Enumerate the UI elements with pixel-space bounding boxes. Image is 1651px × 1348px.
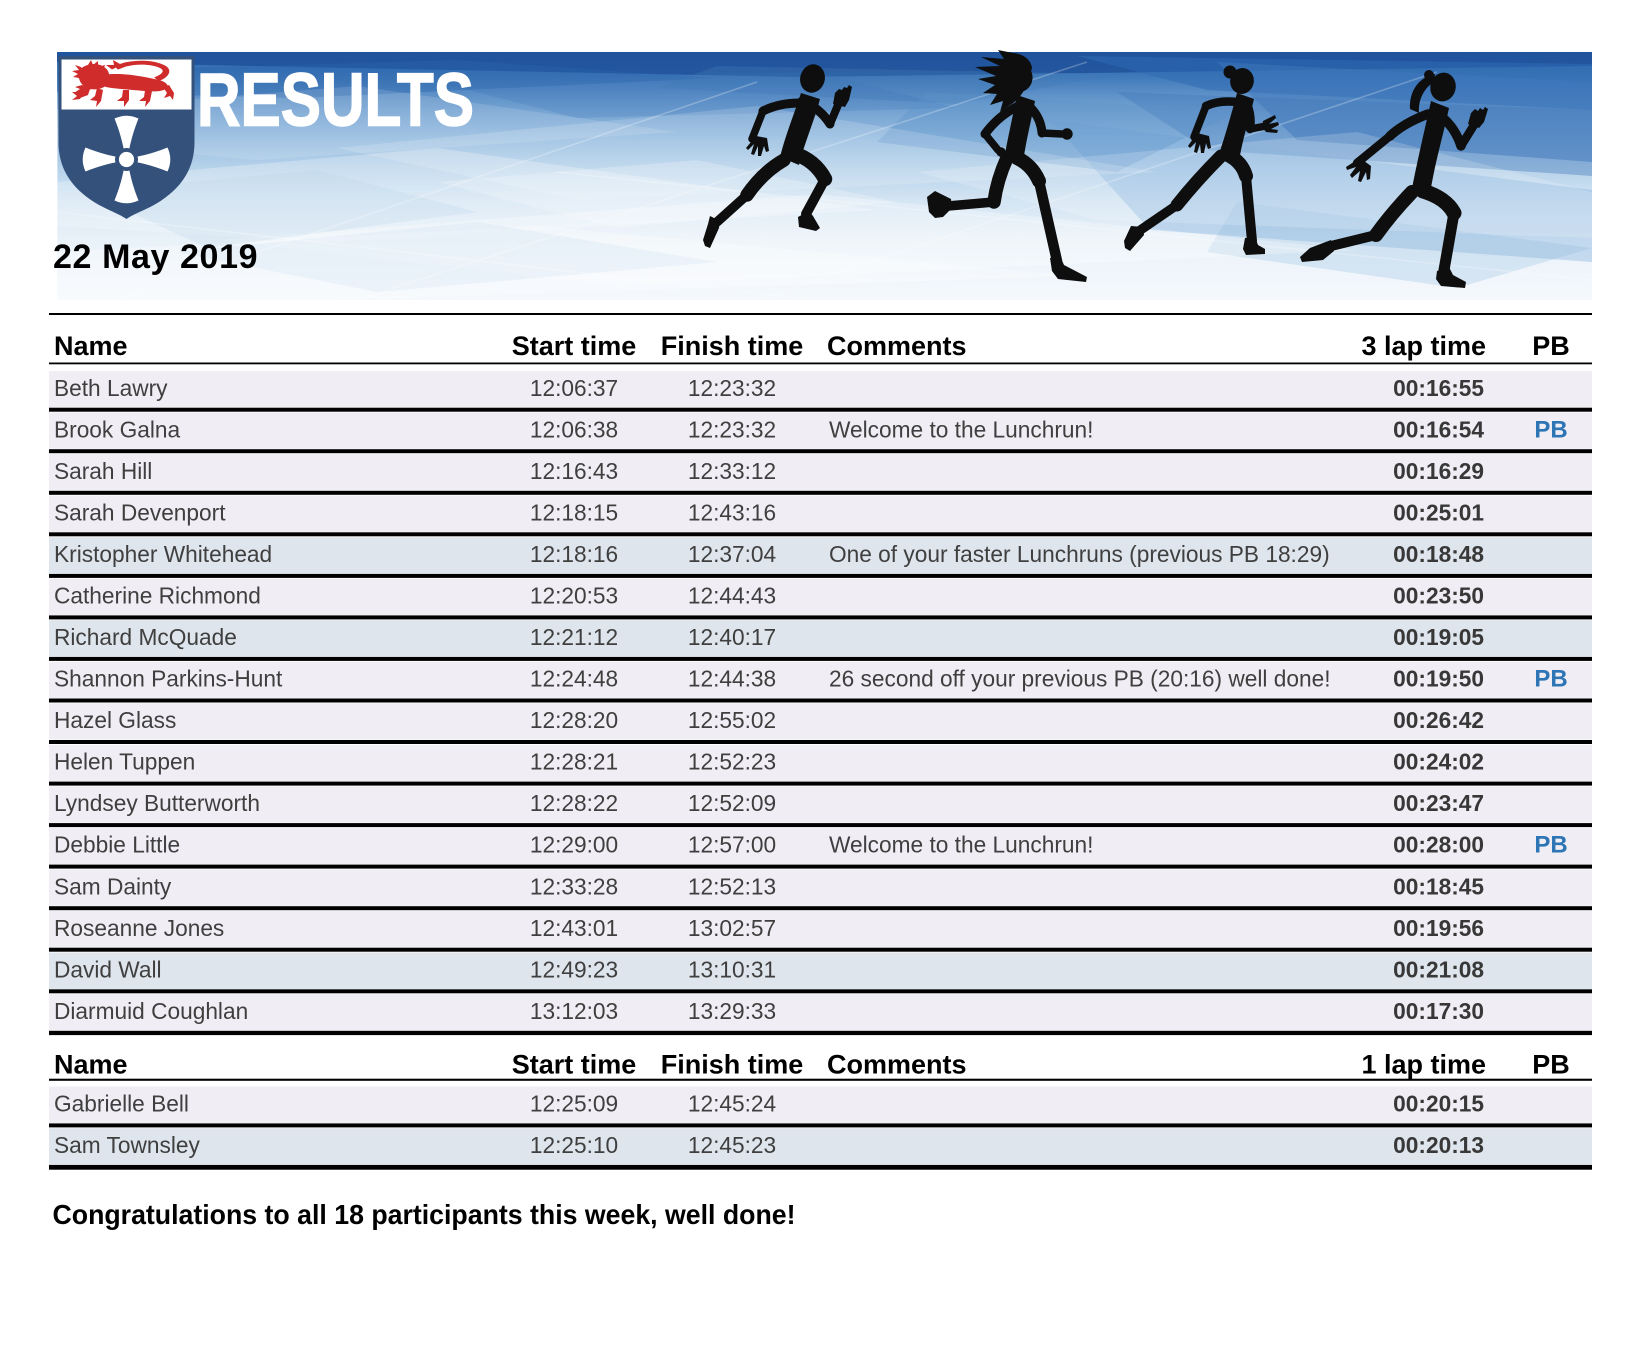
svg-text:00:19:50: 00:19:50 bbox=[1393, 666, 1484, 692]
svg-text:Shannon Parkins-Hunt: Shannon Parkins-Hunt bbox=[54, 666, 283, 692]
svg-text:Sarah Devenport: Sarah Devenport bbox=[54, 499, 226, 525]
svg-text:00:16:29: 00:16:29 bbox=[1393, 458, 1484, 484]
svg-text:Comments: Comments bbox=[827, 1049, 967, 1079]
svg-text:Kristopher Whitehead: Kristopher Whitehead bbox=[54, 541, 272, 567]
svg-text:Hazel Glass: Hazel Glass bbox=[54, 707, 176, 733]
svg-text:David Wall: David Wall bbox=[54, 956, 162, 982]
svg-text:00:25:01: 00:25:01 bbox=[1393, 499, 1484, 525]
svg-text:Richard McQuade: Richard McQuade bbox=[54, 624, 237, 650]
svg-text:PB: PB bbox=[1534, 832, 1567, 859]
svg-text:12:29:00: 12:29:00 bbox=[530, 832, 618, 858]
svg-text:12:16:43: 12:16:43 bbox=[530, 458, 618, 484]
svg-text:Debbie Little: Debbie Little bbox=[54, 832, 180, 858]
svg-text:00:17:30: 00:17:30 bbox=[1393, 998, 1484, 1024]
svg-text:00:28:00: 00:28:00 bbox=[1393, 832, 1484, 858]
svg-text:12:23:32: 12:23:32 bbox=[688, 416, 776, 442]
svg-text:12:25:09: 12:25:09 bbox=[530, 1091, 618, 1117]
svg-text:Lyndsey Butterworth: Lyndsey Butterworth bbox=[54, 790, 260, 816]
svg-text:12:52:09: 12:52:09 bbox=[688, 790, 776, 816]
svg-text:12:28:20: 12:28:20 bbox=[530, 707, 618, 733]
svg-text:13:10:31: 13:10:31 bbox=[688, 956, 776, 982]
svg-text:Sam Townsley: Sam Townsley bbox=[54, 1132, 201, 1158]
svg-text:12:52:13: 12:52:13 bbox=[688, 873, 776, 899]
svg-text:Beth Lawry: Beth Lawry bbox=[54, 375, 168, 401]
svg-text:12:23:32: 12:23:32 bbox=[688, 375, 776, 401]
svg-text:00:19:56: 00:19:56 bbox=[1393, 915, 1484, 941]
svg-text:Start time: Start time bbox=[512, 1049, 637, 1079]
svg-text:Roseanne Jones: Roseanne Jones bbox=[54, 915, 224, 941]
svg-text:Name: Name bbox=[54, 1049, 128, 1079]
svg-text:00:23:50: 00:23:50 bbox=[1393, 583, 1484, 609]
svg-text:12:49:23: 12:49:23 bbox=[530, 956, 618, 982]
svg-text:12:44:38: 12:44:38 bbox=[688, 666, 776, 692]
svg-text:12:06:38: 12:06:38 bbox=[530, 416, 618, 442]
svg-text:12:24:48: 12:24:48 bbox=[530, 666, 618, 692]
svg-text:00:18:48: 00:18:48 bbox=[1393, 541, 1484, 567]
svg-text:Congratulations to all 18 part: Congratulations to all 18 participants t… bbox=[53, 1199, 796, 1230]
svg-text:3 lap time: 3 lap time bbox=[1361, 331, 1486, 361]
svg-text:Start time: Start time bbox=[512, 331, 637, 361]
svg-text:00:21:08: 00:21:08 bbox=[1393, 956, 1484, 982]
svg-text:Helen Tuppen: Helen Tuppen bbox=[54, 749, 195, 775]
svg-text:00:16:54: 00:16:54 bbox=[1393, 416, 1484, 442]
svg-text:PB: PB bbox=[1534, 666, 1567, 693]
svg-text:RESULTS: RESULTS bbox=[197, 58, 474, 142]
svg-text:13:12:03: 13:12:03 bbox=[530, 998, 618, 1024]
svg-text:12:20:53: 12:20:53 bbox=[530, 583, 618, 609]
svg-text:1 lap time: 1 lap time bbox=[1361, 1049, 1486, 1079]
svg-text:12:45:23: 12:45:23 bbox=[688, 1132, 776, 1158]
svg-text:12:57:00: 12:57:00 bbox=[688, 832, 776, 858]
svg-text:00:20:13: 00:20:13 bbox=[1393, 1132, 1484, 1158]
svg-text:12:28:22: 12:28:22 bbox=[530, 790, 618, 816]
svg-text:Finish time: Finish time bbox=[661, 331, 804, 361]
svg-text:Comments: Comments bbox=[827, 331, 967, 361]
svg-text:00:16:55: 00:16:55 bbox=[1393, 375, 1484, 401]
svg-text:Finish time: Finish time bbox=[661, 1049, 804, 1079]
svg-text:12:28:21: 12:28:21 bbox=[530, 749, 618, 775]
svg-text:Diarmuid Coughlan: Diarmuid Coughlan bbox=[54, 998, 248, 1024]
svg-text:00:20:15: 00:20:15 bbox=[1393, 1091, 1484, 1117]
svg-text:13:02:57: 13:02:57 bbox=[688, 915, 776, 941]
svg-text:Sam Dainty: Sam Dainty bbox=[54, 873, 172, 899]
svg-text:22 May 2019: 22 May 2019 bbox=[53, 238, 258, 276]
svg-text:12:37:04: 12:37:04 bbox=[688, 541, 776, 567]
svg-text:00:23:47: 00:23:47 bbox=[1393, 790, 1484, 816]
svg-text:12:52:23: 12:52:23 bbox=[688, 749, 776, 775]
svg-text:12:21:12: 12:21:12 bbox=[530, 624, 618, 650]
svg-text:00:24:02: 00:24:02 bbox=[1393, 749, 1484, 775]
svg-text:One of your faster Lunchruns (: One of your faster Lunchruns (previous P… bbox=[829, 541, 1330, 567]
svg-text:12:43:01: 12:43:01 bbox=[530, 915, 618, 941]
svg-text:00:26:42: 00:26:42 bbox=[1393, 707, 1484, 733]
svg-text:13:29:33: 13:29:33 bbox=[688, 998, 776, 1024]
svg-text:12:44:43: 12:44:43 bbox=[688, 583, 776, 609]
svg-text:12:06:37: 12:06:37 bbox=[530, 375, 618, 401]
svg-text:12:25:10: 12:25:10 bbox=[530, 1132, 618, 1158]
svg-text:12:40:17: 12:40:17 bbox=[688, 624, 776, 650]
svg-text:Welcome to the Lunchrun!: Welcome to the Lunchrun! bbox=[829, 832, 1093, 858]
svg-text:12:18:15: 12:18:15 bbox=[530, 499, 618, 525]
svg-text:12:45:24: 12:45:24 bbox=[688, 1091, 776, 1117]
svg-text:12:33:12: 12:33:12 bbox=[688, 458, 776, 484]
svg-text:26 second off your previous PB: 26 second off your previous PB (20:16) w… bbox=[829, 666, 1331, 692]
svg-text:00:19:05: 00:19:05 bbox=[1393, 624, 1484, 650]
svg-text:Gabrielle Bell: Gabrielle Bell bbox=[54, 1091, 189, 1117]
svg-text:Catherine Richmond: Catherine Richmond bbox=[54, 583, 261, 609]
svg-text:12:33:28: 12:33:28 bbox=[530, 873, 618, 899]
svg-text:Brook Galna: Brook Galna bbox=[54, 416, 180, 442]
svg-text:12:55:02: 12:55:02 bbox=[688, 707, 776, 733]
svg-text:Welcome to the Lunchrun!: Welcome to the Lunchrun! bbox=[829, 416, 1093, 442]
svg-text:Name: Name bbox=[54, 331, 128, 361]
svg-text:Sarah Hill: Sarah Hill bbox=[54, 458, 152, 484]
svg-text:PB: PB bbox=[1532, 1049, 1570, 1079]
svg-text:PB: PB bbox=[1532, 331, 1570, 361]
svg-text:12:18:16: 12:18:16 bbox=[530, 541, 618, 567]
svg-text:00:18:45: 00:18:45 bbox=[1393, 873, 1484, 899]
svg-text:PB: PB bbox=[1534, 416, 1567, 443]
svg-text:12:43:16: 12:43:16 bbox=[688, 499, 776, 525]
